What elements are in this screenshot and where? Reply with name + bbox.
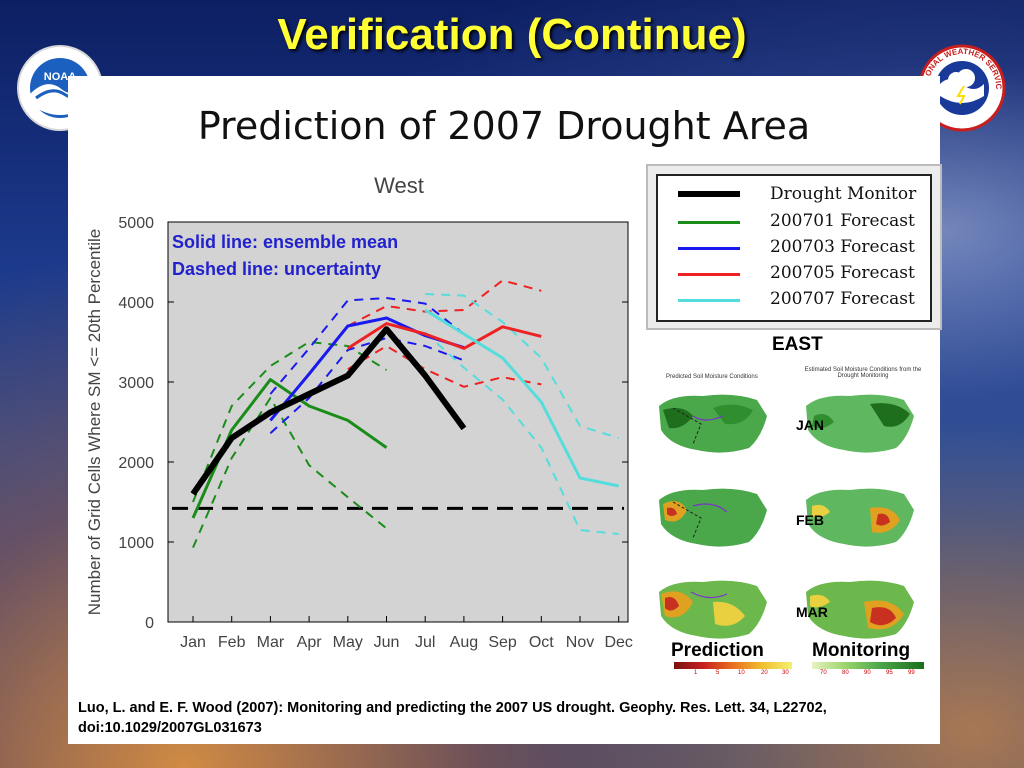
legend-label: 200703 Forecast xyxy=(770,237,915,257)
legend-entry: 200707 Forecast xyxy=(658,287,930,313)
map-predicted-feb xyxy=(659,488,767,547)
x-tick-label: Mar xyxy=(257,634,285,651)
prediction-label: Prediction xyxy=(671,640,764,661)
month-label-feb: FEB xyxy=(796,512,824,528)
legend-swatch xyxy=(678,299,740,302)
colorbar-tick: 95 xyxy=(886,670,893,676)
colorbar-tick: 70 xyxy=(820,670,827,676)
slide-title: Verification (Continue) xyxy=(277,10,747,59)
colorbar-tick: 1 xyxy=(694,670,698,676)
month-label-mar: MAR xyxy=(796,604,828,620)
colorbar-tick: 30 xyxy=(782,670,789,676)
panel-title: Prediction of 2007 Drought Area xyxy=(197,104,811,148)
nws-logo: NATIONAL WEATHER SERVICE xyxy=(915,37,1006,132)
series-line-200705-forecast-upper xyxy=(347,279,542,327)
series-line-200707-forecast-lower xyxy=(424,331,619,535)
citation: Luo, L. and E. F. Wood (2007): Monitorin… xyxy=(78,700,827,736)
y-tick-label: 5000 xyxy=(118,215,154,232)
series-line-200705-forecast xyxy=(346,322,542,350)
legend-label: 200701 Forecast xyxy=(770,211,915,231)
legend-swatch xyxy=(678,247,740,250)
chart-ylabel: Number of Grid Cells Where SM <= 20th Pe… xyxy=(85,229,104,615)
series-line-200707-forecast-upper xyxy=(425,293,619,439)
map-monitored-mar xyxy=(806,580,914,639)
x-tick-label: Sep xyxy=(488,634,517,651)
legend-label: 200705 Forecast xyxy=(770,263,915,283)
series-line-200701-forecast-lower xyxy=(192,397,388,548)
east-title: EAST xyxy=(772,334,823,355)
x-tick-label: Apr xyxy=(297,634,323,651)
series-line-200701-forecast-upper xyxy=(192,341,388,503)
legend-swatch xyxy=(678,273,740,276)
colorbar-tick: 5 xyxy=(716,670,720,676)
legend-swatch xyxy=(678,221,740,224)
series-line-200703-forecast-lower xyxy=(269,337,465,434)
map-monitored-jan xyxy=(806,394,914,453)
legend-entry: 200703 Forecast xyxy=(658,235,930,261)
map-monitored-feb xyxy=(806,488,914,547)
x-tick-label: Aug xyxy=(450,634,478,651)
legend-entry: 200705 Forecast xyxy=(658,261,930,287)
colorbar-tick: 80 xyxy=(842,670,849,676)
colorbar-tick: 90 xyxy=(864,670,871,676)
prediction-colorbar xyxy=(674,662,792,669)
series-line-200703-forecast-upper xyxy=(269,297,465,395)
x-tick-label: Nov xyxy=(566,634,594,651)
legend-label: Drought Monitor xyxy=(770,184,917,204)
colorbar-tick: 20 xyxy=(761,670,768,676)
x-tick-label: Jan xyxy=(180,634,206,651)
annotation-solid: Solid line: ensemble mean xyxy=(172,232,399,252)
annotation-dashed: Dashed line: uncertainty xyxy=(172,259,382,279)
x-tick-label: Dec xyxy=(604,634,632,651)
y-tick-label: 3000 xyxy=(118,375,154,392)
legend-label: 200707 Forecast xyxy=(770,289,915,309)
series-line-200707-forecast xyxy=(424,308,620,488)
map-predicted-mar xyxy=(659,580,767,639)
x-tick-label: Oct xyxy=(529,634,554,651)
x-tick-label: Feb xyxy=(218,634,246,651)
map-caption-monitoring: Estimated Soil Moisture Conditions from … xyxy=(804,367,922,379)
chart-title: West xyxy=(374,173,424,198)
series-line-200705-forecast-lower xyxy=(347,345,542,388)
figure-panel: Prediction of 2007 Drought Area 0 1000 200… xyxy=(68,76,942,744)
legend-swatch xyxy=(678,191,740,197)
y-tick-label: 1000 xyxy=(118,535,154,552)
legend-entry: Drought Monitor xyxy=(658,182,930,208)
x-tick-label: Jun xyxy=(374,634,400,651)
x-tick-label: Jul xyxy=(415,634,435,651)
x-tick-label: May xyxy=(333,634,363,651)
monitoring-colorbar xyxy=(812,662,924,669)
colorbar-tick: 10 xyxy=(738,670,745,676)
monitoring-label: Monitoring xyxy=(812,640,911,661)
series-line-drought-monitor xyxy=(190,326,467,496)
month-label-jan: JAN xyxy=(796,417,825,433)
y-tick-label: 4000 xyxy=(118,295,154,312)
map-predicted-jan xyxy=(659,394,767,453)
legend: Drought Monitor 200701 Forecast 200703 F… xyxy=(646,164,942,330)
map-caption-prediction: Predicted Soil Moisture Conditions xyxy=(666,374,758,380)
y-tick-label: 0 xyxy=(145,615,154,632)
west-chart: 0 1000 2000 3000 4000 5000 Jan Feb Mar Apr May Jun J… xyxy=(85,173,633,651)
colorbar-tick: 99 xyxy=(908,670,915,676)
legend-entry: 200701 Forecast xyxy=(658,209,930,235)
y-tick-label: 2000 xyxy=(118,455,154,472)
